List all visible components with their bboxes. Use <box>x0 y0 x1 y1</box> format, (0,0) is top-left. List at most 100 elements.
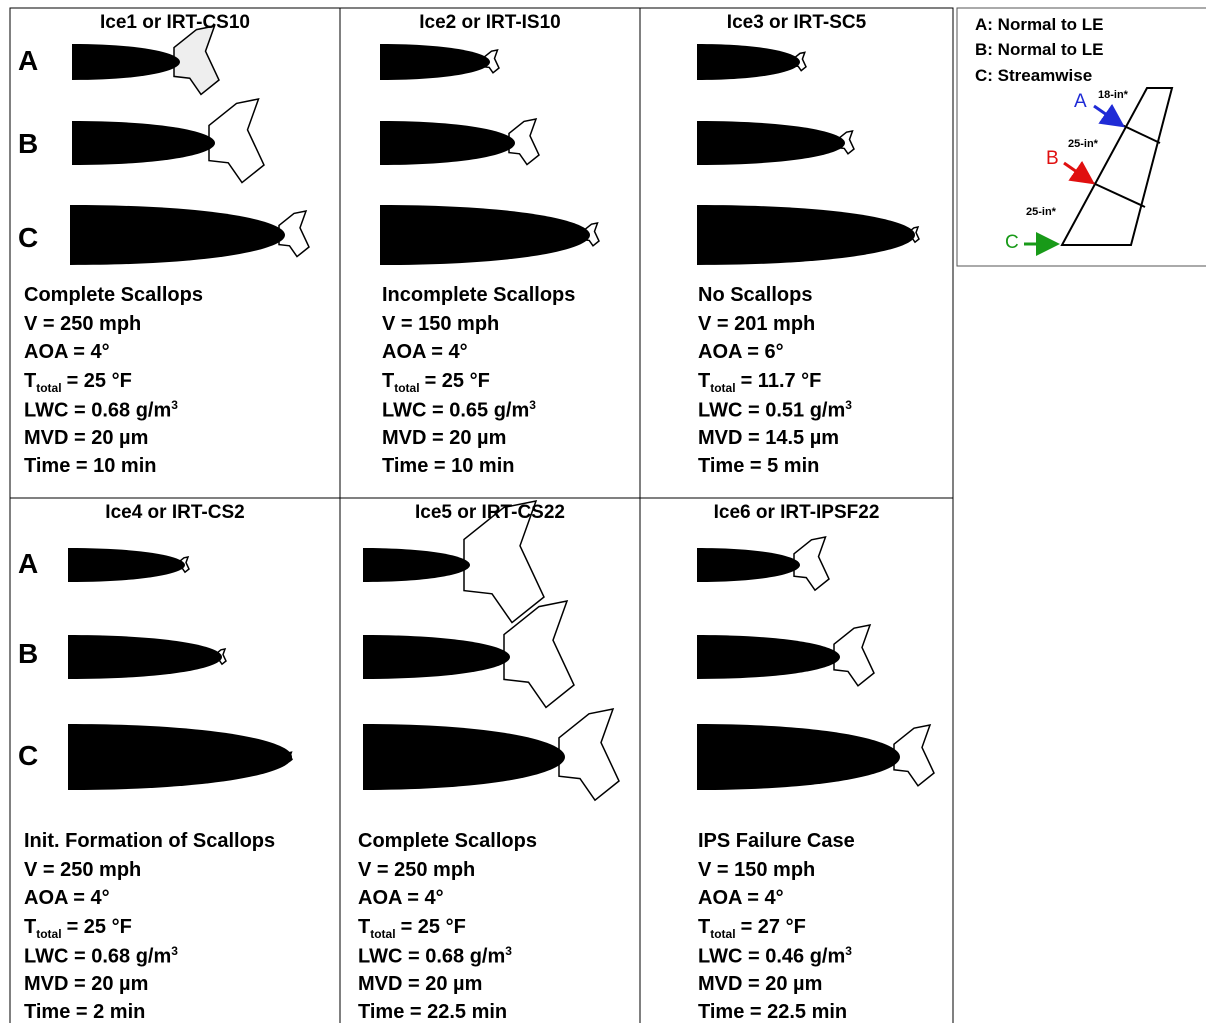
span-label: 25-in* <box>1068 138 1098 150</box>
arrow-b <box>1064 163 1090 181</box>
arrow-label: B <box>1046 148 1059 170</box>
condition-temperature: Ttotal = 11.7 °F <box>698 370 821 395</box>
temperature-subscript: total <box>394 381 419 395</box>
temperature-symbol: T <box>698 916 710 938</box>
condition-mvd: MVD = 20 µm <box>24 973 148 996</box>
condition-aoa: AOA = 4° <box>698 887 784 910</box>
panel-title: Ice6 or IRT-IPSF22 <box>640 502 953 524</box>
condition-aoa: AOA = 4° <box>382 341 468 364</box>
row-label: C <box>18 222 38 254</box>
temperature-symbol: T <box>24 370 36 392</box>
condition-lwc: LWC = 0.46 g/m3 <box>698 944 852 969</box>
temperature-symbol: T <box>382 370 394 392</box>
condition-temperature: Ttotal = 25 °F <box>382 370 490 395</box>
condition-case: No Scallops <box>698 284 812 307</box>
legend-line: B: Normal to LE <box>975 40 1103 60</box>
airfoil <box>697 548 800 582</box>
condition-velocity: V = 201 mph <box>698 313 815 336</box>
page: A: Normal to LE B: Normal to LE C: Strea… <box>0 0 1206 1023</box>
airfoil <box>68 548 185 582</box>
condition-case: IPS Failure Case <box>698 830 855 853</box>
row-label: B <box>18 128 38 160</box>
condition-velocity: V = 150 mph <box>698 859 815 882</box>
temperature-symbol: T <box>24 916 36 938</box>
temperature-subscript: total <box>710 927 735 941</box>
temperature-value: = 25 °F <box>67 916 132 938</box>
ice-accretion <box>834 625 874 686</box>
arrow-a <box>1094 106 1120 124</box>
temperature-value: = 25 °F <box>67 370 132 392</box>
arrow-label: C <box>1005 232 1019 254</box>
condition-mvd: MVD = 20 µm <box>698 973 822 996</box>
panel-title: Ice4 or IRT-CS2 <box>10 502 340 524</box>
condition-mvd: MVD = 20 µm <box>358 973 482 996</box>
condition-aoa: AOA = 4° <box>358 887 444 910</box>
lwc-superscript: 3 <box>845 944 852 958</box>
condition-case: Complete Scallops <box>24 284 203 307</box>
condition-velocity: V = 150 mph <box>382 313 499 336</box>
condition-case: Incomplete Scallops <box>382 284 575 307</box>
airfoil <box>380 44 490 80</box>
temperature-subscript: total <box>36 927 61 941</box>
airfoil <box>697 635 840 679</box>
lwc-text: LWC = 0.68 g/m <box>24 400 171 422</box>
airfoil <box>380 121 515 165</box>
condition-lwc: LWC = 0.51 g/m3 <box>698 398 852 423</box>
airfoil <box>697 121 845 165</box>
lwc-text: LWC = 0.51 g/m <box>698 400 845 422</box>
condition-aoa: AOA = 6° <box>698 341 784 364</box>
condition-time: Time = 10 min <box>382 455 514 478</box>
lwc-superscript: 3 <box>171 944 178 958</box>
row-label: B <box>18 638 38 670</box>
airfoil <box>697 44 800 80</box>
row-label: A <box>18 548 38 580</box>
ice-accretion <box>174 26 219 94</box>
condition-time: Time = 22.5 min <box>698 1001 847 1024</box>
airfoil <box>72 121 215 165</box>
lwc-superscript: 3 <box>529 398 536 412</box>
temperature-symbol: T <box>358 916 370 938</box>
temperature-subscript: total <box>36 381 61 395</box>
airfoil <box>70 205 285 265</box>
condition-lwc: LWC = 0.65 g/m3 <box>382 398 536 423</box>
temperature-subscript: total <box>710 381 735 395</box>
condition-temperature: Ttotal = 25 °F <box>24 916 132 941</box>
airfoil <box>363 548 470 582</box>
lwc-superscript: 3 <box>505 944 512 958</box>
condition-time: Time = 22.5 min <box>358 1001 507 1024</box>
ice-accretion <box>894 725 934 786</box>
lwc-text: LWC = 0.68 g/m <box>24 946 171 968</box>
temperature-value: = 27 °F <box>741 916 806 938</box>
panel-title: Ice1 or IRT-CS10 <box>10 12 340 34</box>
condition-lwc: LWC = 0.68 g/m3 <box>24 398 178 423</box>
span-label: 18-in* <box>1098 89 1128 101</box>
condition-aoa: AOA = 4° <box>24 887 110 910</box>
wing-section <box>1093 183 1145 207</box>
lwc-text: LWC = 0.46 g/m <box>698 946 845 968</box>
condition-time: Time = 2 min <box>24 1001 145 1024</box>
temperature-value: = 25 °F <box>425 370 490 392</box>
condition-temperature: Ttotal = 25 °F <box>24 370 132 395</box>
condition-temperature: Ttotal = 27 °F <box>698 916 806 941</box>
arrow-label: A <box>1074 91 1087 113</box>
temperature-value: = 11.7 °F <box>741 370 822 392</box>
temperature-symbol: T <box>698 370 710 392</box>
span-label: 25-in* <box>1026 206 1056 218</box>
condition-aoa: AOA = 4° <box>24 341 110 364</box>
condition-mvd: MVD = 20 µm <box>382 427 506 450</box>
condition-case: Init. Formation of Scallops <box>24 830 275 853</box>
row-label: A <box>18 45 38 77</box>
condition-mvd: MVD = 20 µm <box>24 427 148 450</box>
ice-accretion <box>559 709 619 800</box>
airfoil <box>68 635 222 679</box>
airfoil <box>363 724 565 790</box>
panel-title: Ice5 or IRT-CS22 <box>340 502 640 524</box>
airfoil <box>380 205 590 265</box>
condition-lwc: LWC = 0.68 g/m3 <box>24 944 178 969</box>
airfoil <box>363 635 510 679</box>
panel-title: Ice2 or IRT-IS10 <box>340 12 640 34</box>
condition-case: Complete Scallops <box>358 830 537 853</box>
condition-temperature: Ttotal= 25 °F <box>358 916 466 941</box>
legend-line: C: Streamwise <box>975 66 1092 86</box>
row-label: C <box>18 740 38 772</box>
